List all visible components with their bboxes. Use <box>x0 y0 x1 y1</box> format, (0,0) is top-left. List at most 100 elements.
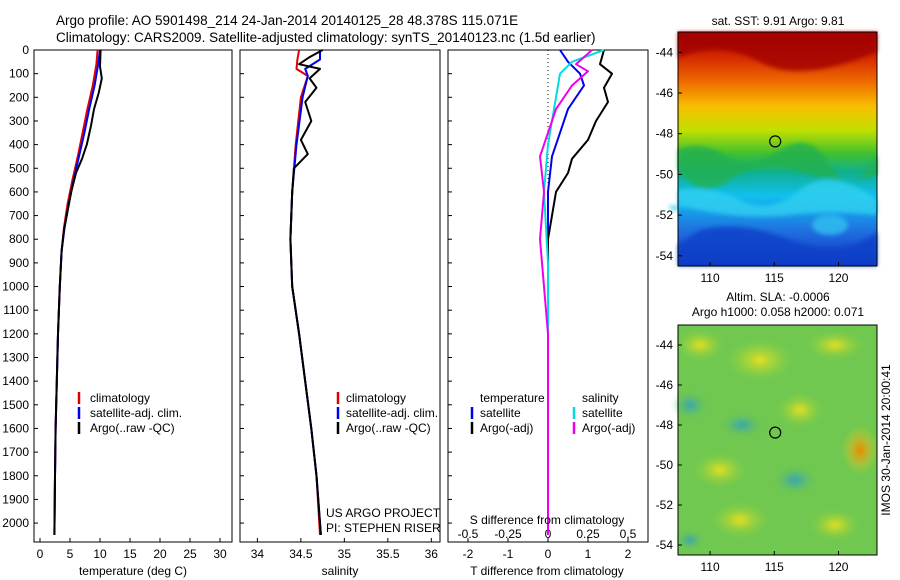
s-difference-xlabel: S difference from climatology <box>470 513 625 527</box>
x-tick-label: 1 <box>585 547 592 561</box>
x-tick-label: 10 <box>93 547 107 561</box>
project-annotation: US ARGO PROJECT <box>326 506 441 520</box>
difference-series <box>539 49 613 535</box>
legend-climatology: climatology <box>90 391 150 405</box>
difference-x-axis: -2 -1 0 1 2 <box>448 49 632 561</box>
depth-tick-label: 1000 <box>2 280 29 294</box>
lat-tick-label: -50 <box>656 458 674 472</box>
sla-texture <box>672 329 878 550</box>
depth-tick-label: 1100 <box>3 303 29 317</box>
legend-argo: Argo(..raw -QC) <box>90 421 175 435</box>
temperature-frame <box>33 49 233 543</box>
imos-timestamp: IMOS 30-Jan-2014 20:00:41 <box>879 364 893 516</box>
salinity-x-axis: 34 34.5 35 35.5 36 <box>240 49 439 561</box>
lat-tick-label: -52 <box>656 498 674 512</box>
temperature-x-axis: 0 5 10 15 20 25 30 <box>37 538 227 561</box>
depth-tick-label: 1700 <box>2 445 29 459</box>
depth-tick-label: 600 <box>9 185 29 199</box>
depth-tick-label: 800 <box>9 232 29 246</box>
salinity-frame <box>239 49 441 543</box>
lon-tick-label: 115 <box>765 560 784 574</box>
x-tick-label: 35.5 <box>376 547 400 561</box>
sst-texture <box>667 32 877 266</box>
s-tick-label: -0.25 <box>494 527 522 541</box>
salinity-panel: 34 34.5 35 35.5 36 salinity climatology sate… <box>239 49 441 578</box>
series-line <box>53 49 103 535</box>
depth-tick-label: 0 <box>22 43 29 57</box>
legend-salinity-title: salinity <box>582 391 619 405</box>
temperature-series <box>53 49 103 535</box>
legend-argo: Argo(..raw -QC) <box>346 421 431 435</box>
sla-title-line-1: Altim. SLA: -0.0006 <box>726 290 830 304</box>
series-line <box>289 50 322 535</box>
x-tick-label: 2 <box>625 547 632 561</box>
x-tick-label: 34.5 <box>289 547 313 561</box>
depth-tick-label: 1800 <box>2 469 29 483</box>
x-tick-label: 30 <box>213 547 227 561</box>
depth-tick-label: 500 <box>9 161 29 175</box>
depth-tick-label: 1400 <box>2 374 29 388</box>
sla-map: Altim. SLA: -0.0006 Argo h1000: 0.058 h2… <box>656 290 893 574</box>
series-line <box>539 49 593 535</box>
series-line <box>547 49 613 535</box>
lat-tick-label: -54 <box>656 249 674 263</box>
x-tick-label: 20 <box>153 547 167 561</box>
temperature-xlabel: temperature (deg C) <box>79 564 187 578</box>
lat-tick-label: -46 <box>656 378 674 392</box>
depth-tick-label: 1200 <box>2 327 29 341</box>
lat-tick-label: -48 <box>656 127 674 141</box>
x-tick-label: 25 <box>183 547 197 561</box>
legend-s-argo: Argo(-adj) <box>582 421 635 435</box>
depth-tick-label: 700 <box>9 209 29 223</box>
x-tick-label: 34 <box>251 547 265 561</box>
lon-tick-label: 110 <box>701 560 720 574</box>
depth-tick-label: 1500 <box>2 398 29 412</box>
lon-tick-label: 115 <box>765 271 784 285</box>
legend-s-satellite: satellite <box>582 406 623 420</box>
sst-map: sat. SST: 9.91 Argo: 9.81 110 115 120 -54 -5… <box>656 14 878 285</box>
salinity-legend: climatology satellite-adj. clim. Argo(..… <box>336 391 438 435</box>
depth-tick-label: 900 <box>9 256 29 270</box>
salinity-xlabel: salinity <box>322 564 359 578</box>
legend-t-argo: Argo(-adj) <box>480 421 533 435</box>
x-tick-label: 15 <box>123 547 137 561</box>
x-tick-label: 0 <box>37 547 44 561</box>
series-line <box>53 49 101 535</box>
depth-tick-label: 2000 <box>2 516 29 530</box>
lat-tick-label: -44 <box>656 338 674 352</box>
sst-map-axes: 110 115 120 -54 -52 -50 -48 -46 -44 <box>656 45 849 285</box>
lon-tick-label: 110 <box>701 271 720 285</box>
depth-tick-label: 100 <box>9 67 29 81</box>
lat-tick-label: -50 <box>656 167 674 181</box>
depth-axis: 0 100 200 300 400 500 600 700 800 900 1000 1100 1200… <box>2 43 38 530</box>
s-tick-label: 0.5 <box>620 527 637 541</box>
depth-tick-label: 300 <box>9 114 29 128</box>
temperature-panel: 0100200300400500600700800900100011001200… <box>2 43 233 578</box>
s-tick-label: 0.25 <box>576 527 600 541</box>
sst-map-title: sat. SST: 9.91 Argo: 9.81 <box>712 14 845 28</box>
depth-tick-label: 200 <box>9 90 29 104</box>
depth-tick-label: 1600 <box>2 421 29 435</box>
argo-location-marker <box>769 426 782 439</box>
x-tick-label: 36 <box>425 547 439 561</box>
salinity-series <box>289 49 324 535</box>
temperature-legend: climatology satellite-adj. clim. Argo(..… <box>77 391 182 435</box>
lat-tick-label: -48 <box>656 418 674 432</box>
lat-tick-label: -46 <box>656 86 674 100</box>
lat-tick-label: -52 <box>656 208 674 222</box>
lat-tick-label: -54 <box>656 538 674 552</box>
x-tick-label: -1 <box>503 547 514 561</box>
x-tick-label: 0 <box>545 547 552 561</box>
lat-tick-label: -44 <box>656 45 674 59</box>
pi-annotation: PI: STEPHEN RISER <box>326 521 441 535</box>
s-tick-label: -0.5 <box>458 527 479 541</box>
difference-panel: -2 -1 0 1 2 -0.5 -0.25 0 0.25 0.5 T difference f… <box>447 49 649 578</box>
t-difference-xlabel: T difference from climatology <box>470 564 624 578</box>
x-tick-label: -2 <box>463 547 474 561</box>
series-line <box>547 49 585 535</box>
x-tick-label: 5 <box>67 547 74 561</box>
header-line-2: Climatology: CARS2009. Satellite-adjuste… <box>56 30 596 45</box>
series-line <box>289 49 324 535</box>
legend-climatology: climatology <box>346 391 406 405</box>
